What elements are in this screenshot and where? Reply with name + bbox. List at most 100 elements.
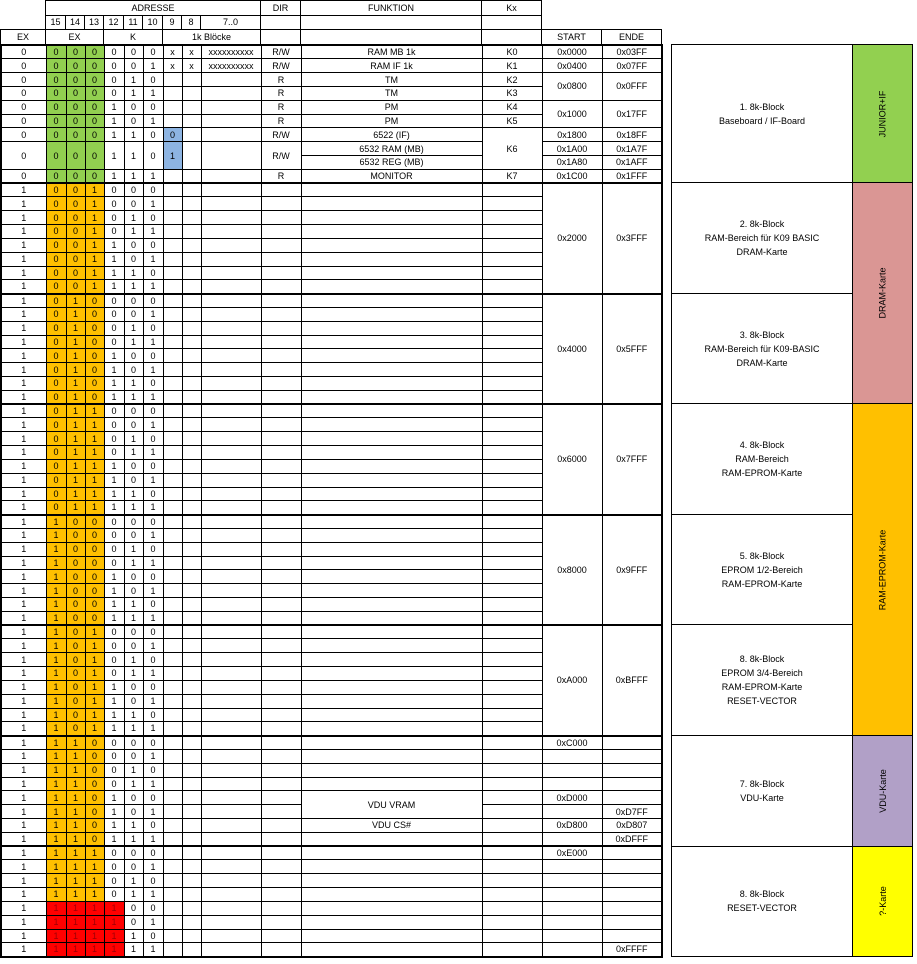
cell-bit-7-0: xxxxxxxxxx [200,58,262,74]
cell-kx [481,376,543,391]
cell-dir [260,679,302,695]
cell-bit-8 [181,72,202,87]
cell-bit-14: 1 [65,292,86,308]
cell-ex: 1 [0,334,47,350]
cell-bit-9 [162,417,183,433]
cell-bit-13: 0 [84,334,105,350]
cell-bit-8 [181,168,202,184]
cell-bit-11: 1 [123,486,144,502]
cell-kx [481,721,543,737]
cell-kx [481,679,543,695]
cell-bit-7-0 [200,362,262,377]
cell-bit-14: 0 [65,237,86,253]
cell-bit-13: 0 [84,818,105,833]
cell-bit-13: 0 [84,513,105,529]
cell-bit-12: 1 [103,597,125,612]
cell-dir [260,942,302,958]
cell-kx [481,458,543,474]
cell-ex: 1 [0,541,47,557]
cell-kx [481,873,543,889]
cell-bit-14: 0 [65,72,86,87]
cell-funktion [300,292,483,308]
cell-start: 0xD800 [541,818,603,833]
cell-bit-10: 1 [142,472,164,488]
cell-funktion [300,182,483,198]
cell-bit-11: 1 [123,224,144,239]
cell-kx [481,182,543,198]
cell-bit-12: 0 [103,72,125,87]
cell-bit-12: 0 [103,224,125,239]
cell-bit-8 [181,638,202,654]
cell-bit-7-0 [200,500,262,516]
cell-bit-13: 0 [84,555,105,571]
cell-ex: 1 [0,776,47,792]
cell-bit-8 [181,845,202,861]
cell-bit-9 [162,831,183,847]
cell-kx [481,845,543,861]
cell-bit-15: 0 [45,362,67,377]
cell-bit-11: 1 [123,431,144,447]
cell-bit-12: 0 [103,85,125,101]
cell-bit-11: 1 [123,279,144,295]
cell-bit-10: 1 [142,85,164,101]
cell-dir [260,748,302,764]
cell-ex: 1 [0,500,47,516]
cell-bit-7-0 [200,928,262,944]
cell-bit-10: 0 [142,707,164,723]
cell-ende [601,734,663,750]
cell-bit-10: 1 [142,831,164,847]
cell-ex: 1 [0,914,47,930]
cell-bit-14: 1 [65,776,86,792]
cell-ex: 1 [0,527,47,543]
cell-kx [481,403,543,419]
cell-bit-12: 0 [103,776,125,792]
cell-funktion [300,431,483,447]
cell-bit-15: 1 [45,721,67,737]
cell-funktion [300,458,483,474]
cell-bit-9: 0 [162,127,183,143]
cell-kx [481,210,543,226]
cell-bit-11: 0 [123,624,144,640]
cell-kx [481,320,543,336]
cell-bit-11: 0 [123,859,144,875]
cell-dir [260,624,302,640]
cell-kx [481,279,543,295]
cell-bit-7-0 [200,541,262,557]
cell-bit-15: 0 [45,44,67,60]
description-line: 7. 8k-Block [739,778,785,789]
cell-bit-12: 1 [103,486,125,502]
cell-bit-15: 1 [45,859,67,875]
cell-funktion [300,887,483,902]
cell-bit-12: 1 [103,251,125,267]
cell-bit-10: 0 [142,873,164,889]
cell-ende: 0x5FFF [601,292,663,405]
cell-start [541,928,603,944]
cell-bit-12: 0 [103,210,125,226]
cell-bit-9 [162,72,183,87]
cell-bit-12: 0 [103,196,125,212]
cell-dir [260,196,302,212]
cell-bit-15: 1 [45,942,67,958]
cell-bit-15: 1 [45,845,67,861]
description-line: RAM-EPROM-Karte [721,468,803,479]
cell-bit-14: 0 [65,693,86,709]
cell-bit-11: 0 [123,790,144,806]
cell-start: 0x2000 [541,182,603,295]
cell-ex: 0 [0,127,47,143]
cell-dir [260,666,302,681]
cell-bit-14: 0 [65,624,86,640]
cell-bit-7-0 [200,734,262,750]
cell-bit-12: 1 [103,376,125,391]
cell-ex: 1 [0,873,47,889]
cell-bit-11: 1 [123,141,144,170]
cell-bit-10: 0 [142,513,164,529]
cell-bit-7-0 [200,472,262,488]
cell-bit-9 [162,914,183,930]
table-row: 0 0 0 0 1 0 0 R PM K4 0x1000 0x17FF [0,99,663,129]
cell-ex: 1 [0,721,47,737]
